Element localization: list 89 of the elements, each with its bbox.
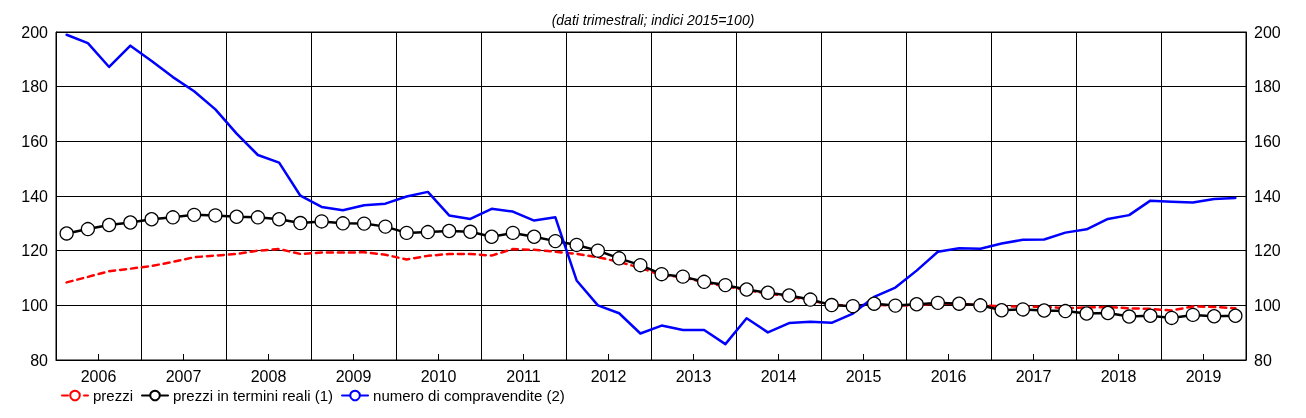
point [229, 209, 244, 224]
point [441, 223, 457, 239]
line-series [65, 33, 1237, 346]
x-tick-label: 2008 [250, 367, 287, 385]
y-tick-label: 200 [21, 23, 49, 41]
point [590, 243, 606, 258]
y-tick-label: 180 [21, 78, 49, 96]
point [420, 224, 436, 240]
point [1228, 308, 1243, 323]
point [1036, 303, 1052, 318]
point [994, 303, 1009, 318]
point [760, 285, 776, 300]
point [973, 298, 988, 313]
x-tick-label: 2018 [1100, 367, 1137, 385]
y2-tick-label: 180 [1254, 78, 1281, 96]
point [484, 229, 499, 244]
point [930, 295, 946, 311]
point [675, 269, 691, 284]
point [781, 288, 797, 303]
point [845, 299, 861, 314]
point [463, 224, 478, 239]
point [356, 216, 372, 231]
point [548, 233, 563, 249]
point [314, 214, 329, 229]
legend-label: numero di compravendite (2) [373, 387, 565, 404]
point [654, 267, 669, 282]
x-tick-label: 2014 [760, 367, 797, 385]
y-tick-label: 160 [21, 132, 49, 150]
point [101, 217, 117, 233]
point [803, 292, 818, 307]
point [293, 215, 308, 231]
y-tick-label: 140 [21, 187, 49, 205]
point [824, 297, 839, 313]
point [1185, 307, 1201, 323]
point [611, 251, 627, 266]
x-tick-label: 2013 [675, 367, 712, 385]
point [909, 297, 924, 312]
point [739, 282, 754, 297]
point [165, 210, 181, 225]
legend-label: prezzi [93, 387, 134, 404]
point [123, 215, 138, 230]
y2-tick-label: 120 [1254, 242, 1281, 260]
point [59, 226, 74, 241]
x-tick-label: 2019 [1185, 367, 1222, 385]
point [1164, 310, 1179, 326]
point [1100, 305, 1116, 321]
point [208, 208, 223, 223]
y2-tick-label: 80 [1254, 351, 1272, 369]
point [80, 221, 96, 237]
x-tick-label: 2012 [590, 367, 627, 385]
x-tick-label: 2009 [335, 367, 372, 385]
point [1121, 309, 1137, 324]
y2-tick-label: 200 [1254, 23, 1281, 41]
x-tick-label: 2010 [420, 367, 457, 385]
point [1015, 302, 1031, 317]
legend-label: prezzi in termini reali (1) [173, 387, 334, 404]
point [633, 258, 648, 273]
point [1058, 303, 1073, 319]
point [718, 277, 733, 293]
chart-subtitle: (dati trimestrali; indici 2015=100) [551, 12, 755, 28]
point [1143, 308, 1158, 323]
x-tick-label: 2011 [506, 367, 541, 385]
point [696, 274, 712, 289]
point [186, 207, 202, 223]
point [505, 225, 521, 241]
y2-tick-label: 140 [1254, 187, 1281, 205]
point [271, 212, 287, 227]
point [144, 212, 159, 227]
y-tick-label: 80 [30, 351, 49, 369]
point [866, 296, 882, 311]
point [569, 237, 584, 253]
point [951, 296, 967, 311]
x-tick-label: 2006 [80, 367, 117, 385]
y2-tick-label: 100 [1254, 296, 1281, 314]
x-tick-label: 2015 [845, 367, 882, 385]
point [526, 229, 542, 244]
y-tick-label: 120 [21, 242, 49, 260]
point [250, 210, 266, 225]
x-tick-label: 2007 [165, 367, 202, 385]
x-tick-label: 2017 [1015, 367, 1052, 385]
point [1206, 309, 1222, 324]
point [1079, 306, 1094, 321]
point [399, 225, 414, 241]
x-tick-label: 2016 [930, 367, 967, 385]
point [378, 219, 393, 234]
y-tick-label: 100 [21, 296, 49, 314]
point [335, 216, 351, 231]
y2-tick-label: 160 [1254, 132, 1281, 150]
point [888, 298, 903, 313]
